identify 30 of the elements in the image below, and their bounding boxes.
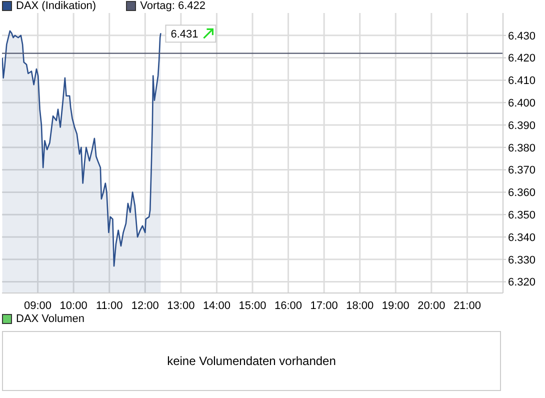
y-tick-label: 6.330 [508,254,536,266]
x-tick-label: 11:00 [96,300,123,312]
y-tick-label: 6.350 [508,210,536,222]
text: keine Volumendaten vorhanden [167,354,336,368]
y-tick-label: 6.400 [508,98,536,110]
x-tick-label: 12:00 [131,300,159,312]
legend-label: DAX (Indikation) [15,0,96,12]
y-tick-label: 6.390 [508,120,536,132]
x-tick-label: 16:00 [274,300,302,312]
y-tick-label: 6.420 [508,52,536,65]
x-tick-label: 21:00 [453,300,481,312]
x-tick-label: 09:00 [24,300,52,312]
x-tick-label: 18:00 [346,300,374,312]
legend-label: Vortag: 6.422 [139,0,206,12]
x-tick-label: 17:00 [310,300,338,312]
x-tick-label: 14:00 [202,300,230,312]
x-tick-label: 15:00 [238,300,266,312]
y-tick-label: 6.320 [508,276,536,289]
text: DAX Volumen [15,313,84,325]
y-tick-label: 6.430 [508,30,536,42]
annotation: 6.431 [170,28,198,41]
x-tick-label: 20:00 [418,300,446,312]
y-tick-label: 6.360 [508,187,536,200]
y-tick-label: 6.340 [508,232,536,244]
y-tick-label: 6.410 [508,75,536,88]
y-tick-label: 6.380 [508,142,536,154]
x-tick-label: 19:00 [382,300,410,312]
x-tick-label: 13:00 [167,300,195,312]
x-tick-label: 10:00 [60,300,88,312]
y-tick-label: 6.370 [508,164,536,177]
